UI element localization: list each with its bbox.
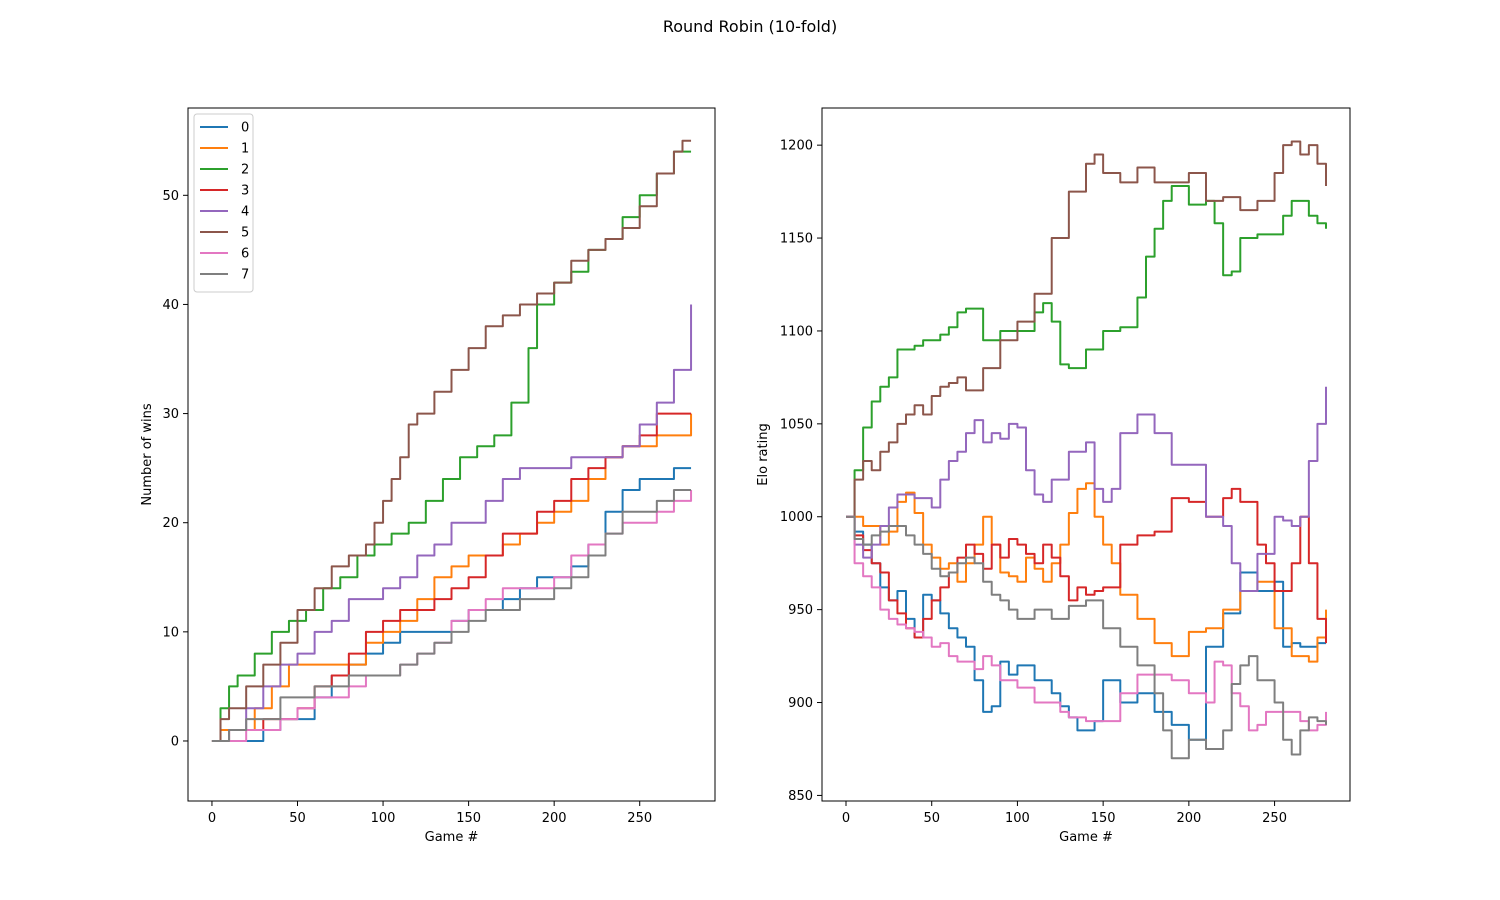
- legend-label-6: 6: [241, 247, 249, 262]
- series-line-2: [846, 185, 1327, 518]
- series-group: [846, 140, 1327, 760]
- x-tick-label: 50: [923, 811, 940, 826]
- legend-label-1: 1: [241, 142, 249, 157]
- x-tick-label: 100: [371, 811, 396, 826]
- series-line-5: [211, 139, 692, 742]
- chart-panel-1: 0 50 100 150 200 250 850 900 950 1000 1050 1100 1150…: [756, 107, 1351, 845]
- series-line-6: [846, 515, 1327, 732]
- y-tick-label: 1000: [780, 510, 813, 525]
- y-tick-label: 950: [788, 603, 813, 618]
- y-tick-label: 10: [162, 625, 179, 640]
- y-tick-label: 0: [171, 734, 179, 749]
- x-tick-label: 50: [289, 811, 306, 826]
- y-tick-label: 20: [162, 516, 179, 531]
- y-tick-label: 50: [162, 189, 179, 204]
- legend-box: [193, 113, 254, 293]
- series-line-4: [211, 304, 693, 742]
- legend-label-2: 2: [241, 163, 249, 178]
- series-group: [211, 139, 693, 742]
- series-line-4: [846, 386, 1327, 593]
- x-tick-label: 0: [208, 811, 216, 826]
- x-tick-label: 100: [1005, 811, 1030, 826]
- y-axis-label: Elo rating: [756, 423, 771, 485]
- legend-label-0: 0: [241, 121, 249, 136]
- axes-frame: [821, 107, 1351, 802]
- y-tick-label: 1100: [780, 324, 813, 339]
- x-tick-label: 150: [1091, 811, 1116, 826]
- series-line-7: [211, 488, 692, 742]
- figure-title: Round Robin (10-fold): [663, 17, 837, 36]
- x-tick-label: 200: [1176, 811, 1201, 826]
- legend-label-7: 7: [241, 268, 249, 283]
- x-axis-label: Game #: [1059, 830, 1113, 845]
- y-axis-label: Number of wins: [140, 403, 155, 506]
- x-tick-label: 150: [456, 811, 481, 826]
- y-tick-label: 30: [162, 407, 179, 422]
- legend: 0 1 2 3 4 5 6 7: [193, 113, 254, 293]
- x-tick-label: 250: [627, 811, 652, 826]
- y-tick-label: 1150: [780, 232, 813, 247]
- axes-frame: [187, 107, 716, 802]
- series-line-5: [846, 140, 1327, 518]
- x-tick-label: 250: [1262, 811, 1287, 826]
- legend-label-3: 3: [241, 184, 249, 199]
- series-line-1: [846, 482, 1327, 663]
- y-tick-label: 40: [162, 298, 179, 313]
- legend-label-5: 5: [241, 226, 249, 241]
- x-axis-label: Game #: [425, 830, 479, 845]
- y-tick-label: 1200: [780, 139, 813, 154]
- legend-label-4: 4: [241, 205, 249, 220]
- y-tick-label: 850: [788, 789, 813, 804]
- series-line-3: [846, 487, 1327, 644]
- y-tick-label: 1050: [780, 417, 813, 432]
- series-line-7: [846, 515, 1327, 760]
- x-tick-label: 0: [842, 811, 850, 826]
- x-tick-label: 200: [542, 811, 567, 826]
- y-tick-label: 900: [788, 696, 813, 711]
